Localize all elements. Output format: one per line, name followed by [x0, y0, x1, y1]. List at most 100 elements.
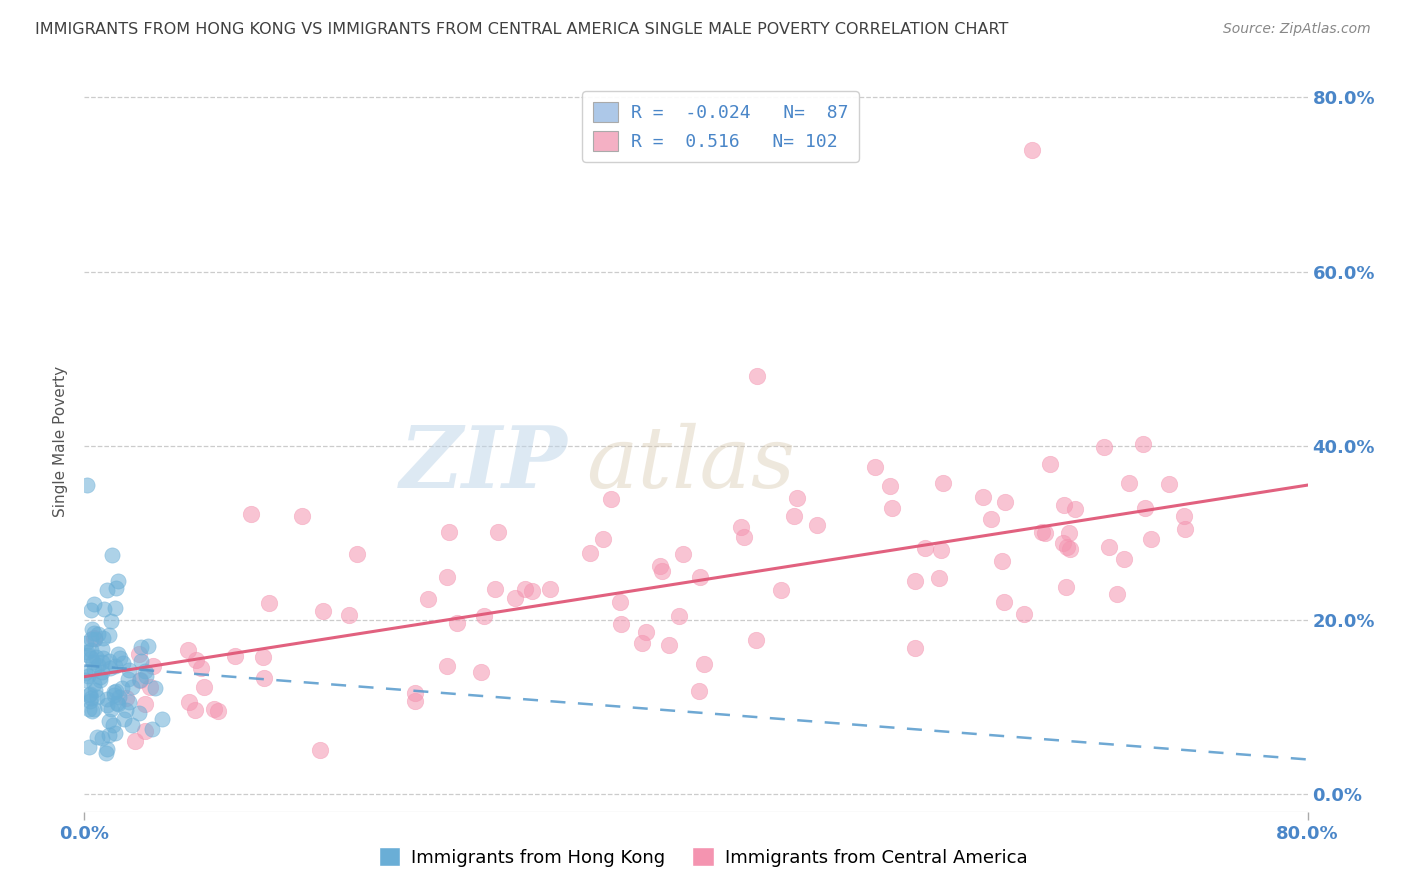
Point [688, 683, 710, 698]
Point [103, 601, 125, 615]
Point [75, 673, 97, 688]
Point [87, 627, 110, 641]
Point [80, 602, 103, 616]
Point [80, 690, 103, 705]
Point [77, 648, 100, 662]
Point [184, 703, 207, 717]
Point [914, 541, 936, 555]
Text: ZIP: ZIP [399, 422, 568, 506]
Point [136, 639, 159, 653]
Point [91, 655, 114, 669]
Point [346, 547, 368, 561]
Point [437, 524, 460, 539]
Point [96, 692, 118, 706]
Point [436, 569, 458, 583]
Point [658, 638, 681, 652]
Point [1118, 475, 1140, 490]
Point [1107, 586, 1129, 600]
Text: IMMIGRANTS FROM HONG KONG VS IMMIGRANTS FROM CENTRAL AMERICA SINGLE MALE POVERTY: IMMIGRANTS FROM HONG KONG VS IMMIGRANTS … [35, 22, 1008, 37]
Point [651, 565, 673, 579]
Point [96, 698, 118, 712]
Point [96, 741, 118, 756]
Point [90, 642, 112, 657]
Point [1053, 498, 1076, 512]
Point [86, 690, 108, 704]
Point [90, 731, 112, 745]
Point [404, 694, 426, 708]
Point [994, 495, 1017, 509]
Point [404, 686, 426, 700]
Point [145, 681, 167, 695]
Point [578, 546, 600, 560]
Point [134, 664, 156, 678]
Point [104, 658, 127, 673]
Point [128, 673, 150, 688]
Point [904, 574, 927, 589]
Point [931, 542, 953, 557]
Point [1054, 581, 1077, 595]
Point [135, 669, 157, 683]
Point [503, 591, 526, 606]
Point [121, 681, 143, 695]
Point [97, 714, 120, 728]
Point [86, 730, 108, 744]
Legend: Immigrants from Hong Kong, Immigrants from Central America: Immigrants from Hong Kong, Immigrants fr… [371, 840, 1035, 874]
Point [75, 635, 97, 649]
Point [105, 696, 128, 710]
Point [107, 690, 129, 705]
Point [77, 669, 100, 683]
Point [1173, 508, 1195, 523]
Point [689, 570, 711, 584]
Point [117, 663, 139, 677]
Point [1012, 607, 1035, 622]
Point [77, 688, 100, 702]
Point [1094, 440, 1116, 454]
Point [75, 666, 97, 681]
Point [80, 643, 103, 657]
Point [224, 649, 246, 664]
Point [80, 623, 103, 637]
Point [150, 712, 173, 726]
Point [83, 626, 105, 640]
Point [79, 650, 101, 665]
Point [730, 520, 752, 534]
Point [207, 704, 229, 718]
Legend: R =  -0.024   N=  87, R =  0.516   N= 102: R = -0.024 N= 87, R = 0.516 N= 102 [582, 92, 859, 162]
Point [1157, 477, 1180, 491]
Point [693, 657, 716, 672]
Point [312, 604, 335, 618]
Point [904, 641, 927, 656]
Point [1064, 502, 1087, 516]
Point [668, 609, 690, 624]
Point [446, 615, 468, 630]
Point [105, 581, 128, 595]
Point [100, 614, 122, 628]
Point [928, 571, 950, 585]
Point [991, 554, 1014, 568]
Point [128, 706, 150, 720]
Text: atlas: atlas [586, 423, 794, 505]
Point [96, 746, 118, 760]
Point [128, 673, 150, 687]
Point [1098, 541, 1121, 555]
Point [257, 596, 280, 610]
Point [1114, 552, 1136, 566]
Point [337, 608, 360, 623]
Point [82, 704, 104, 718]
Point [91, 665, 114, 679]
Point [1052, 536, 1074, 550]
Point [108, 651, 131, 665]
Point [87, 657, 110, 672]
Point [89, 670, 111, 684]
Point [806, 518, 828, 533]
Point [103, 718, 125, 732]
Point [100, 701, 122, 715]
Y-axis label: Single Male Poverty: Single Male Poverty [53, 366, 69, 517]
Point [124, 733, 146, 747]
Point [83, 662, 105, 676]
Point [879, 479, 901, 493]
Point [470, 665, 492, 679]
Point [865, 460, 887, 475]
Point [648, 558, 671, 573]
Point [79, 694, 101, 708]
